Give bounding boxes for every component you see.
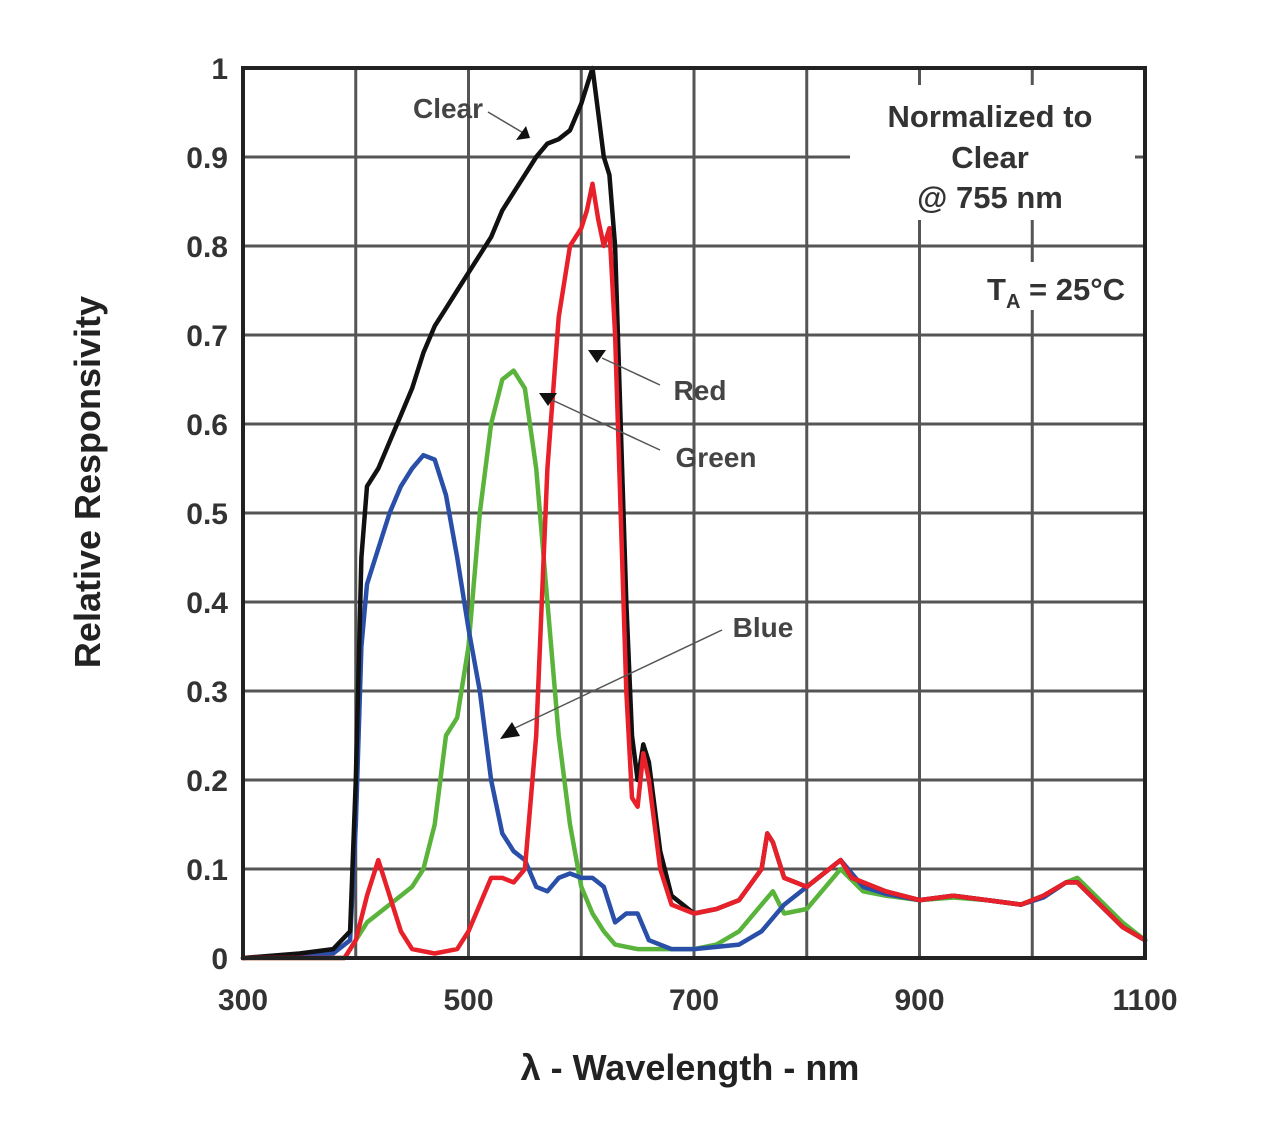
annotation-green: Green — [539, 393, 756, 473]
annotation-clear: Clear — [413, 93, 530, 140]
y-tick-label: 0.1 — [186, 854, 228, 887]
y-tick-label: 0.8 — [186, 231, 228, 264]
svg-text:Green: Green — [676, 442, 757, 473]
y-tick-label: 0.9 — [186, 142, 228, 175]
y-axis-label: Relative Responsivity — [67, 296, 108, 668]
x-tick-label: 700 — [669, 984, 719, 1017]
y-tick-labels: 0 0.1 0.2 0.3 0.4 0.5 0.6 0.7 0.8 0.9 1 — [186, 53, 228, 976]
note-background — [850, 85, 1135, 220]
arrowhead-icon — [539, 393, 557, 406]
x-tick-label: 1100 — [1112, 984, 1177, 1017]
y-tick-label: 0.3 — [186, 676, 228, 709]
note-normalized-3: @ 755 nm — [917, 180, 1063, 215]
note-temperature: TA = 25°C — [987, 272, 1125, 313]
y-tick-label: 1 — [211, 53, 228, 86]
x-axis-label: λ - Wavelength - nm — [521, 1047, 860, 1088]
note-normalized-1: Normalized to — [888, 99, 1093, 134]
y-tick-label: 0.2 — [186, 765, 228, 798]
annotation-red: Red — [588, 350, 726, 406]
x-tick-label: 500 — [443, 984, 493, 1017]
arrowhead-icon — [500, 722, 520, 739]
svg-text:Clear: Clear — [413, 93, 483, 124]
arrowhead-icon — [588, 350, 606, 363]
x-tick-label: 900 — [894, 984, 944, 1017]
curves — [240, 65, 1148, 961]
y-tick-label: 0.5 — [186, 498, 228, 531]
plot-frame — [241, 66, 1147, 960]
series-red — [240, 181, 1148, 961]
svg-text:Red: Red — [674, 375, 727, 406]
y-tick-label: 0 — [211, 943, 228, 976]
arrowhead-icon — [516, 126, 530, 140]
y-tick-label: 0.6 — [186, 409, 228, 442]
svg-text:Blue: Blue — [733, 612, 794, 643]
x-tick-label: 300 — [218, 984, 268, 1017]
y-tick-label: 0.7 — [186, 320, 228, 353]
temp-background — [945, 262, 1135, 310]
x-tick-labels: 300 500 700 900 1100 — [218, 984, 1178, 1017]
note-normalized-2: Clear — [951, 140, 1029, 175]
y-tick-label: 0.4 — [186, 587, 228, 620]
annotation-blue: Blue — [500, 612, 793, 739]
